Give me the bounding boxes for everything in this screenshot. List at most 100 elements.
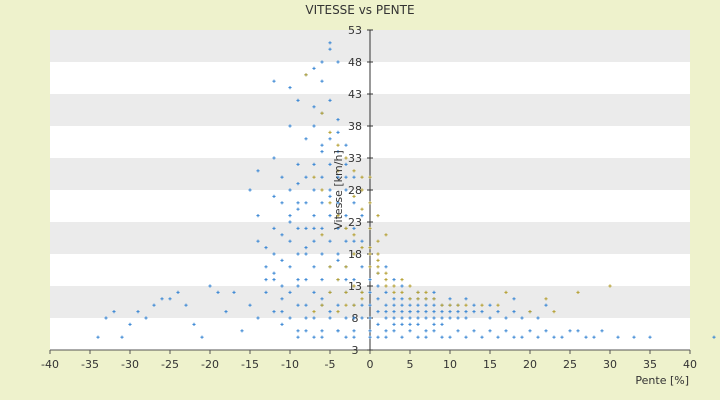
data-point <box>296 278 300 282</box>
data-point <box>392 316 396 320</box>
x-tick-label: 20 <box>523 358 537 371</box>
data-point <box>424 290 428 294</box>
data-point <box>304 252 308 256</box>
data-point <box>576 290 580 294</box>
data-point <box>112 310 116 314</box>
data-point <box>304 137 308 141</box>
data-point <box>368 252 372 256</box>
data-point <box>600 329 604 333</box>
x-tick-label: 40 <box>683 358 697 371</box>
data-point <box>464 335 468 339</box>
data-point <box>312 265 316 269</box>
data-point <box>336 258 340 262</box>
data-point <box>296 329 300 333</box>
data-point <box>296 226 300 230</box>
data-point <box>416 316 420 320</box>
data-point <box>424 303 428 307</box>
data-point <box>336 175 340 179</box>
data-point <box>320 60 324 64</box>
data-point <box>392 303 396 307</box>
data-point <box>336 252 340 256</box>
x-tick-label: 30 <box>603 358 617 371</box>
data-point <box>328 194 332 198</box>
data-point <box>320 226 324 230</box>
data-point <box>400 284 404 288</box>
data-point <box>320 329 324 333</box>
data-point <box>160 297 164 301</box>
data-point <box>520 335 524 339</box>
data-point <box>312 162 316 166</box>
data-point <box>352 335 356 339</box>
y-tick-labels: 38131823283338434853 <box>348 24 373 357</box>
data-point <box>376 252 380 256</box>
data-point <box>536 335 540 339</box>
data-point <box>496 310 500 314</box>
data-point <box>448 316 452 320</box>
x-tick-label: 5 <box>407 358 414 371</box>
data-point <box>456 329 460 333</box>
data-point <box>272 310 276 314</box>
data-point <box>272 79 276 83</box>
data-point <box>368 226 372 230</box>
data-point <box>376 284 380 288</box>
data-point <box>288 316 292 320</box>
data-point <box>488 329 492 333</box>
data-point <box>232 290 236 294</box>
data-point <box>312 105 316 109</box>
data-point <box>152 303 156 307</box>
data-point <box>344 156 348 160</box>
data-point <box>384 233 388 237</box>
data-point <box>464 297 468 301</box>
data-point <box>296 162 300 166</box>
data-point <box>504 316 508 320</box>
data-point <box>376 214 380 218</box>
data-point <box>384 271 388 275</box>
data-point <box>296 207 300 211</box>
data-point <box>384 303 388 307</box>
data-point <box>456 310 460 314</box>
data-point <box>344 226 348 230</box>
data-point <box>432 310 436 314</box>
data-point <box>368 290 372 294</box>
data-point <box>312 226 316 230</box>
data-point <box>416 290 420 294</box>
data-point <box>328 41 332 45</box>
data-point <box>280 233 284 237</box>
data-point <box>352 278 356 282</box>
data-point <box>344 143 348 147</box>
data-point <box>208 284 212 288</box>
y-tick-label: 33 <box>348 152 362 165</box>
data-point <box>296 201 300 205</box>
data-point <box>312 66 316 70</box>
data-point <box>304 246 308 250</box>
data-point <box>328 310 332 314</box>
data-point <box>344 290 348 294</box>
data-point <box>432 303 436 307</box>
data-point <box>616 335 620 339</box>
data-point <box>312 124 316 128</box>
data-point <box>344 303 348 307</box>
data-point <box>344 278 348 282</box>
data-point <box>360 239 364 243</box>
data-point <box>320 335 324 339</box>
data-point <box>392 322 396 326</box>
data-point <box>512 297 516 301</box>
y-tick-label: 43 <box>348 88 362 101</box>
data-point <box>184 303 188 307</box>
data-point <box>344 335 348 339</box>
data-point <box>248 188 252 192</box>
data-point <box>440 303 444 307</box>
data-point <box>448 297 452 301</box>
data-point <box>376 310 380 314</box>
data-point <box>512 310 516 314</box>
data-point <box>472 329 476 333</box>
data-point <box>272 252 276 256</box>
data-point <box>296 182 300 186</box>
data-point <box>408 310 412 314</box>
data-point <box>272 156 276 160</box>
data-point <box>288 239 292 243</box>
y-tick-label: 53 <box>348 24 362 37</box>
data-point <box>288 86 292 90</box>
data-point <box>376 258 380 262</box>
data-point <box>432 297 436 301</box>
